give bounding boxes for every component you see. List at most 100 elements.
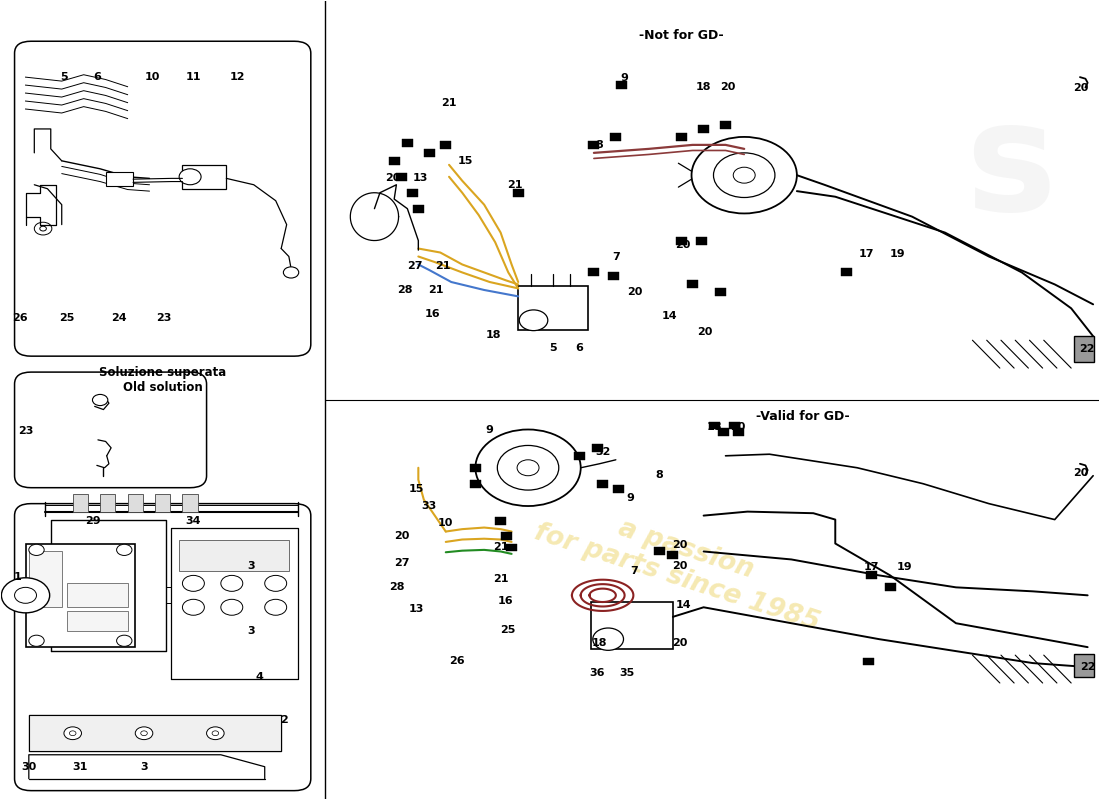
Text: 15: 15 bbox=[408, 484, 424, 494]
Bar bbox=[654, 547, 666, 555]
Text: 20: 20 bbox=[385, 174, 400, 183]
Text: 23: 23 bbox=[156, 313, 172, 323]
Text: 34: 34 bbox=[186, 516, 201, 526]
Bar bbox=[613, 486, 624, 494]
Bar bbox=[495, 517, 506, 525]
Bar bbox=[696, 237, 707, 245]
Bar bbox=[424, 149, 434, 157]
Text: Soluzione superata
Old solution: Soluzione superata Old solution bbox=[99, 366, 227, 394]
Text: 32: 32 bbox=[595, 447, 610, 457]
Text: 10: 10 bbox=[145, 72, 161, 82]
Text: 36: 36 bbox=[590, 668, 605, 678]
Text: 19: 19 bbox=[896, 562, 912, 573]
Circle shape bbox=[135, 727, 153, 740]
Text: 22: 22 bbox=[1079, 344, 1094, 354]
Bar bbox=[506, 543, 517, 551]
Text: 28: 28 bbox=[397, 285, 412, 295]
Bar bbox=[588, 269, 600, 277]
Bar bbox=[183, 165, 227, 189]
Text: 2: 2 bbox=[280, 715, 288, 726]
FancyBboxPatch shape bbox=[14, 42, 311, 356]
Circle shape bbox=[92, 394, 108, 406]
Text: 3: 3 bbox=[248, 626, 255, 636]
Bar bbox=[840, 269, 851, 277]
Text: 6: 6 bbox=[92, 72, 101, 82]
Text: 20: 20 bbox=[672, 638, 688, 648]
Text: 35: 35 bbox=[619, 668, 635, 678]
Circle shape bbox=[221, 599, 243, 615]
Text: 6: 6 bbox=[575, 343, 584, 353]
Text: 23: 23 bbox=[18, 426, 33, 436]
Circle shape bbox=[40, 226, 46, 231]
Text: 9: 9 bbox=[626, 493, 634, 503]
Bar bbox=[402, 139, 412, 147]
Circle shape bbox=[179, 169, 201, 185]
Bar bbox=[720, 121, 732, 129]
Bar bbox=[715, 288, 726, 296]
Text: 8: 8 bbox=[595, 140, 603, 150]
Circle shape bbox=[29, 635, 44, 646]
Bar bbox=[25, 543, 135, 647]
Circle shape bbox=[497, 446, 559, 490]
Text: 30: 30 bbox=[21, 762, 36, 772]
Text: 3: 3 bbox=[140, 762, 147, 772]
Circle shape bbox=[475, 430, 581, 506]
Text: 7: 7 bbox=[612, 251, 619, 262]
Text: 33: 33 bbox=[421, 501, 437, 511]
Bar bbox=[597, 480, 608, 488]
Text: 21: 21 bbox=[493, 542, 508, 553]
Circle shape bbox=[265, 599, 287, 615]
Circle shape bbox=[117, 635, 132, 646]
Text: 20: 20 bbox=[730, 422, 746, 432]
Circle shape bbox=[517, 460, 539, 476]
Text: 14: 14 bbox=[676, 600, 692, 610]
Circle shape bbox=[117, 544, 132, 555]
Text: 20: 20 bbox=[394, 531, 409, 542]
Text: 26: 26 bbox=[449, 657, 464, 666]
Circle shape bbox=[593, 628, 624, 650]
Bar bbox=[67, 583, 128, 607]
Text: 5: 5 bbox=[60, 72, 68, 82]
Bar bbox=[710, 422, 720, 430]
Text: 5: 5 bbox=[550, 343, 557, 353]
Text: 20: 20 bbox=[720, 82, 736, 92]
Circle shape bbox=[69, 731, 76, 736]
FancyBboxPatch shape bbox=[14, 504, 311, 790]
Text: 1: 1 bbox=[14, 572, 22, 582]
Bar bbox=[676, 237, 688, 245]
Bar bbox=[128, 494, 143, 512]
Bar bbox=[884, 583, 895, 591]
Bar bbox=[862, 658, 873, 666]
Text: 13: 13 bbox=[408, 604, 424, 614]
Text: 17: 17 bbox=[864, 562, 879, 573]
Text: 27: 27 bbox=[407, 261, 422, 271]
Text: 20: 20 bbox=[627, 287, 642, 298]
Text: 19: 19 bbox=[890, 249, 905, 259]
Circle shape bbox=[265, 575, 287, 591]
Bar bbox=[1075, 654, 1094, 678]
Text: 21: 21 bbox=[434, 261, 450, 271]
Text: 20: 20 bbox=[672, 540, 688, 550]
Text: 20: 20 bbox=[1074, 468, 1089, 478]
Text: a passion
for parts since 1985: a passion for parts since 1985 bbox=[531, 490, 833, 636]
Bar bbox=[668, 551, 679, 559]
Text: -Not for GD-: -Not for GD- bbox=[639, 30, 724, 42]
Bar bbox=[73, 494, 88, 512]
Text: 8: 8 bbox=[656, 470, 663, 480]
Circle shape bbox=[734, 167, 756, 183]
Circle shape bbox=[714, 153, 774, 198]
Bar bbox=[179, 539, 289, 571]
Circle shape bbox=[183, 575, 205, 591]
Text: 20: 20 bbox=[1074, 83, 1089, 94]
Text: 21: 21 bbox=[428, 285, 443, 295]
Text: 21: 21 bbox=[441, 98, 456, 109]
Text: 3: 3 bbox=[248, 561, 255, 571]
Text: 20: 20 bbox=[675, 239, 691, 250]
Circle shape bbox=[141, 731, 147, 736]
Bar bbox=[734, 428, 745, 436]
Text: 21: 21 bbox=[493, 574, 508, 584]
Text: 10: 10 bbox=[438, 518, 453, 528]
Bar bbox=[106, 172, 133, 186]
Circle shape bbox=[34, 222, 52, 235]
Text: 26: 26 bbox=[12, 313, 28, 323]
